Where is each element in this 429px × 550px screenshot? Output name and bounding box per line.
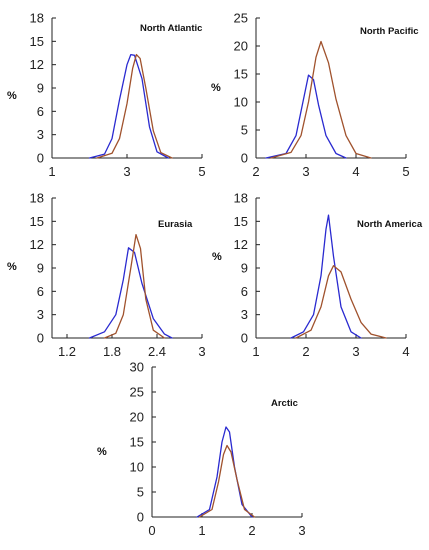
x-tick-label: 4 bbox=[402, 344, 409, 359]
x-tick-label: 3 bbox=[352, 344, 359, 359]
x-tick-label: 0 bbox=[148, 523, 155, 538]
series-line-blue bbox=[88, 53, 169, 159]
y-tick-label: 5 bbox=[241, 123, 248, 138]
series-line-brown bbox=[96, 53, 173, 159]
y-tick-label: 18 bbox=[30, 11, 44, 26]
x-tick-label: 3 bbox=[298, 523, 305, 538]
x-tick-label: 4 bbox=[352, 164, 359, 179]
y-tick-label: 12 bbox=[30, 57, 44, 72]
y-tick-label: 20 bbox=[234, 39, 248, 54]
y-tick-label: 9 bbox=[37, 261, 44, 276]
series-line-blue bbox=[265, 74, 347, 159]
y-axis-label: % bbox=[212, 251, 222, 263]
y-tick-label: 3 bbox=[37, 127, 44, 142]
y-tick-label: 15 bbox=[30, 34, 44, 49]
x-tick-label: 1.8 bbox=[103, 344, 121, 359]
series-line-blue bbox=[196, 426, 253, 518]
y-tick-label: 25 bbox=[234, 11, 248, 26]
x-tick-label: 2 bbox=[302, 344, 309, 359]
x-tick-label: 1 bbox=[252, 344, 259, 359]
x-tick-label: 3 bbox=[198, 344, 205, 359]
y-tick-label: 18 bbox=[234, 191, 248, 206]
y-tick-label: 0 bbox=[241, 151, 248, 166]
y-tick-label: 18 bbox=[30, 191, 44, 206]
y-tick-label: 30 bbox=[130, 360, 144, 375]
y-tick-label: 15 bbox=[234, 214, 248, 229]
y-tick-label: 3 bbox=[37, 307, 44, 322]
y-tick-label: 0 bbox=[241, 331, 248, 346]
y-axis-label: % bbox=[7, 90, 17, 102]
x-tick-label: 5 bbox=[198, 164, 205, 179]
series-line-brown bbox=[198, 444, 256, 518]
panel-title: North America bbox=[357, 219, 423, 230]
x-tick-label: 5 bbox=[402, 164, 409, 179]
panel-arctic: Arctic % 0 5 10 15 20 25 30 0 1 2 3 bbox=[97, 360, 306, 539]
y-tick-label: 0 bbox=[137, 510, 144, 525]
y-tick-label: 25 bbox=[130, 385, 144, 400]
x-tick-label: 2.4 bbox=[148, 344, 166, 359]
y-tick-label: 5 bbox=[137, 485, 144, 500]
y-axis-label: % bbox=[97, 446, 107, 458]
x-tick-label: 3 bbox=[123, 164, 130, 179]
series-line-blue bbox=[88, 247, 173, 339]
y-tick-label: 9 bbox=[241, 261, 248, 276]
panel-title: North Pacific bbox=[360, 26, 419, 37]
y-tick-label: 0 bbox=[37, 331, 44, 346]
y-tick-label: 6 bbox=[37, 284, 44, 299]
panel-north-atlantic: North Atlantic % 0 3 6 9 12 15 18 1 3 5 bbox=[7, 11, 206, 180]
series-line-brown bbox=[270, 40, 372, 159]
y-tick-label: 3 bbox=[241, 307, 248, 322]
x-tick-label: 3 bbox=[302, 164, 309, 179]
y-tick-label: 15 bbox=[234, 67, 248, 82]
y-tick-label: 6 bbox=[241, 284, 248, 299]
y-tick-label: 9 bbox=[37, 81, 44, 96]
y-tick-label: 6 bbox=[37, 104, 44, 119]
panel-eurasia: Eurasia % 0 3 6 9 12 15 18 1.2 1.8 2.4 3 bbox=[7, 191, 206, 360]
panel-title: Eurasia bbox=[158, 219, 193, 230]
x-tick-label: 1.2 bbox=[58, 344, 76, 359]
x-tick-label: 2 bbox=[252, 164, 259, 179]
y-tick-label: 12 bbox=[234, 237, 248, 252]
y-tick-label: 20 bbox=[130, 410, 144, 425]
y-axis-label: % bbox=[7, 261, 17, 273]
panel-title: Arctic bbox=[271, 398, 298, 409]
y-axis-label: % bbox=[211, 82, 221, 94]
series-line-blue bbox=[290, 214, 362, 339]
y-tick-label: 15 bbox=[130, 435, 144, 450]
x-tick-label: 2 bbox=[248, 523, 255, 538]
y-tick-label: 15 bbox=[30, 214, 44, 229]
series-line-brown bbox=[103, 233, 166, 339]
y-tick-label: 0 bbox=[37, 151, 44, 166]
y-tick-label: 10 bbox=[234, 95, 248, 110]
panel-title: North Atlantic bbox=[140, 23, 202, 34]
y-tick-label: 10 bbox=[130, 460, 144, 475]
series-line-brown bbox=[295, 265, 387, 339]
x-tick-label: 1 bbox=[48, 164, 55, 179]
y-tick-label: 12 bbox=[30, 237, 44, 252]
panel-north-pacific: North Pacific % 0 5 10 15 20 25 2 3 4 5 bbox=[211, 11, 419, 180]
x-tick-label: 1 bbox=[198, 523, 205, 538]
